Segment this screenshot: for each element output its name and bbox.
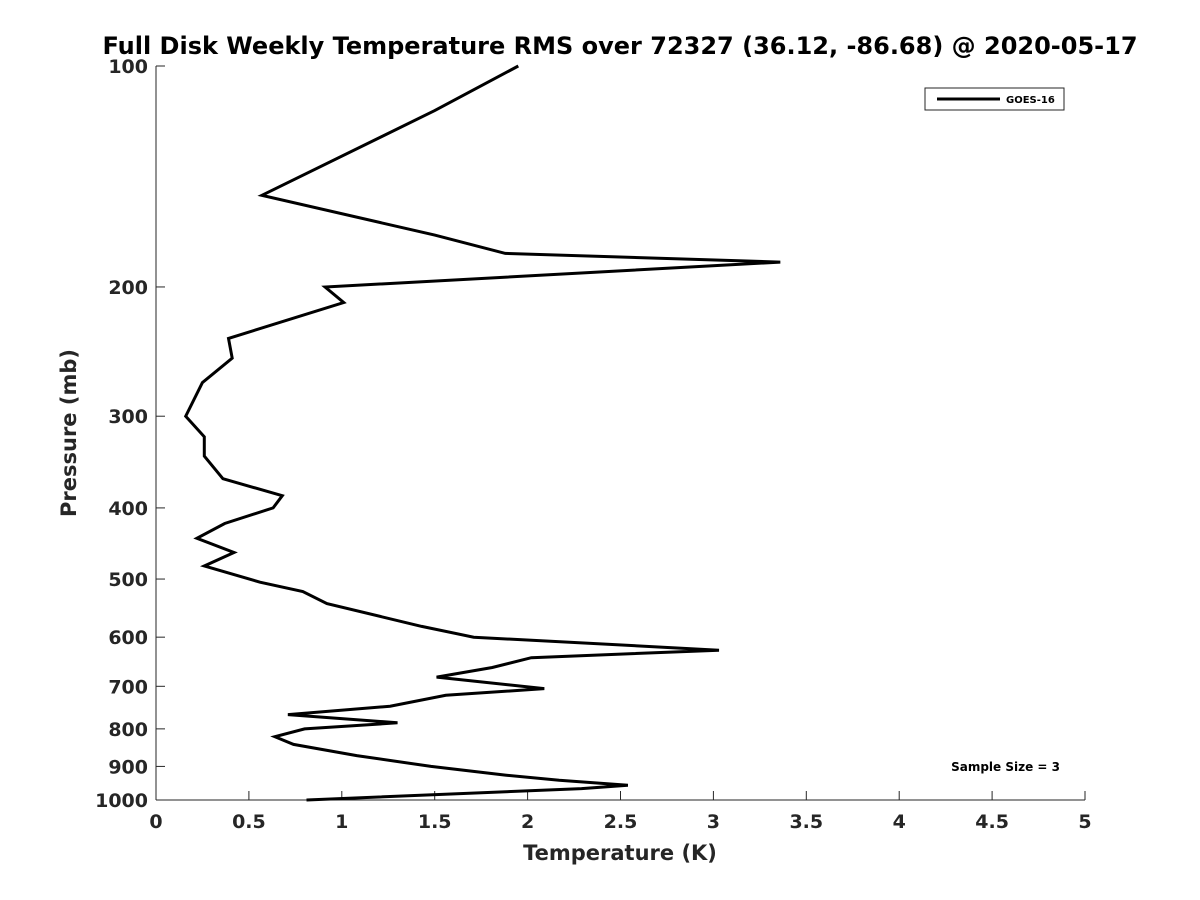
series-layer — [183, 64, 781, 802]
chart-title: Full Disk Weekly Temperature RMS over 72… — [102, 32, 1137, 60]
y-tick-label: 300 — [108, 406, 148, 428]
legend-label-goes-16: GOES-16 — [1006, 95, 1055, 106]
series-line-goes-16 — [183, 64, 781, 802]
x-tick-label: 0 — [149, 811, 162, 833]
y-tick-label: 400 — [108, 498, 148, 520]
y-tick-label: 700 — [108, 676, 148, 698]
y-tick-label: 500 — [108, 569, 148, 591]
x-tick-label: 4.5 — [975, 811, 1009, 833]
x-tick-label: 3.5 — [789, 811, 823, 833]
x-tick-label: 5 — [1078, 811, 1091, 833]
y-axis-label: Pressure (mb) — [57, 349, 81, 517]
x-tick-label: 2.5 — [604, 811, 638, 833]
x-tick-label: 3 — [707, 811, 720, 833]
legend: GOES-16 — [924, 87, 1065, 111]
y-tick-label: 1000 — [95, 790, 148, 812]
x-ticks: 0 0.5 1 1.5 2 2.5 3 3.5 4 4.5 5 — [149, 791, 1092, 833]
x-tick-label: 1.5 — [418, 811, 452, 833]
y-tick-label: 200 — [108, 277, 148, 299]
x-tick-label: 4 — [893, 811, 906, 833]
sample-size-annotation: Sample Size = 3 — [951, 760, 1060, 774]
x-tick-label: 0.5 — [232, 811, 266, 833]
x-axis-label: Temperature (K) — [523, 841, 717, 865]
y-ticks: 100 200 300 400 500 600 700 800 900 1000 — [95, 56, 165, 812]
y-tick-label: 900 — [108, 756, 148, 778]
x-tick-label: 1 — [335, 811, 348, 833]
y-tick-label: 600 — [108, 627, 148, 649]
x-tick-label: 2 — [521, 811, 534, 833]
y-tick-label: 800 — [108, 719, 148, 741]
y-tick-label: 100 — [108, 56, 148, 78]
